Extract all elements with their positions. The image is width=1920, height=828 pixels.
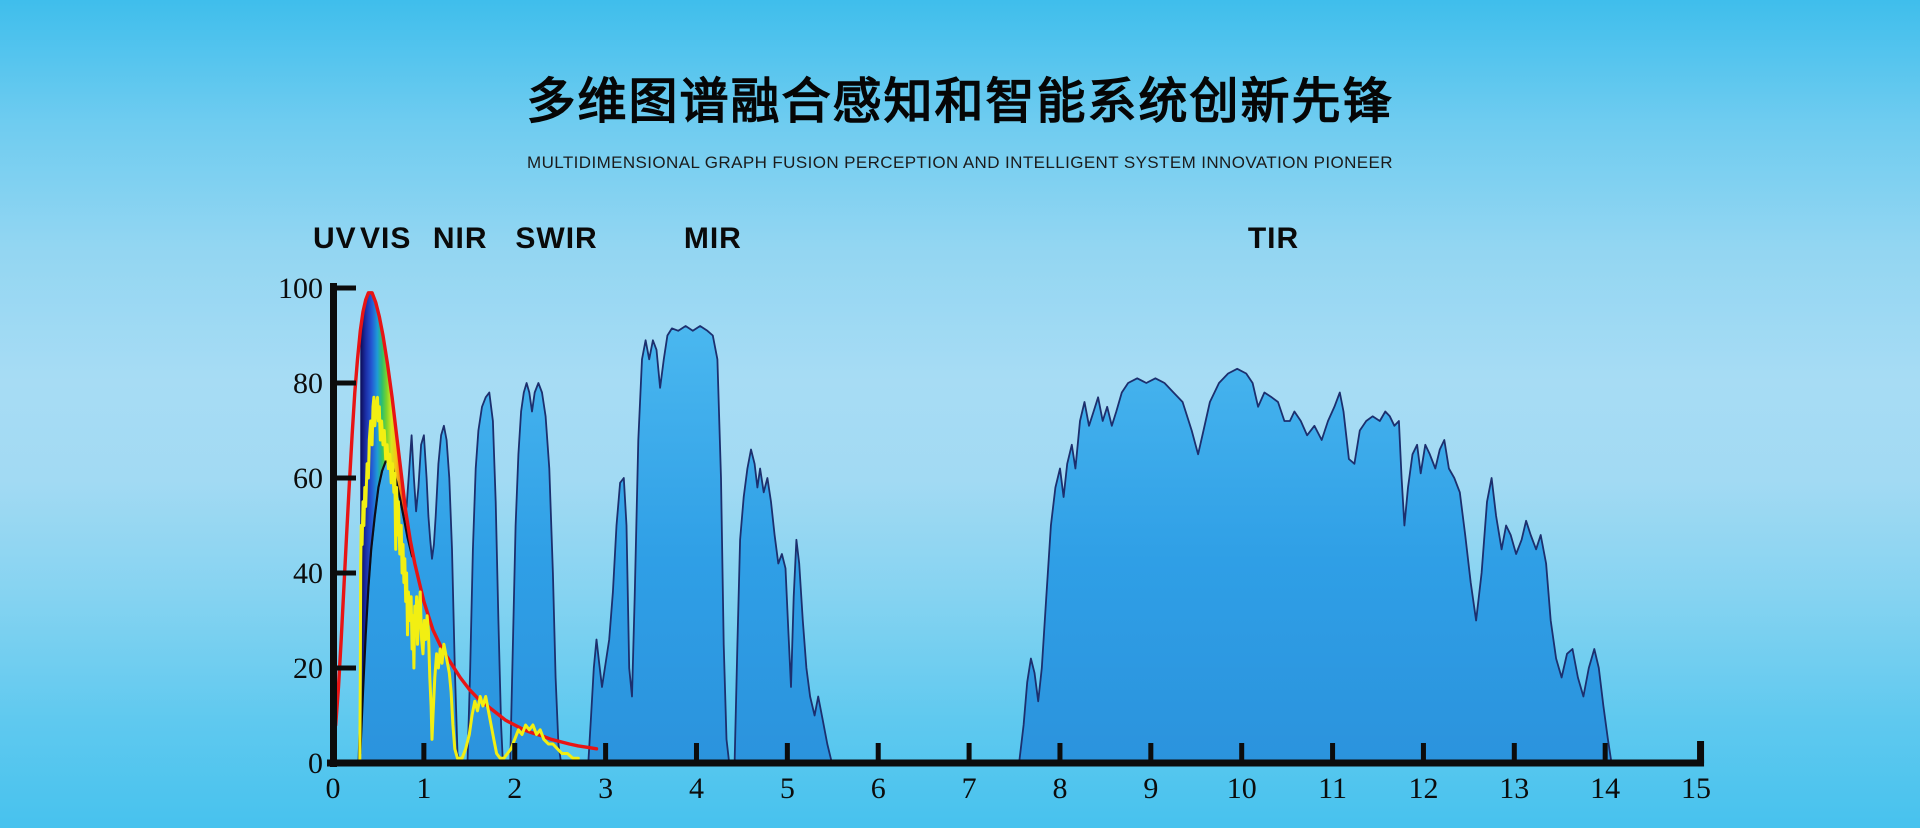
- y-tick-label: 0: [308, 747, 323, 780]
- y-tick: [336, 665, 356, 671]
- band-label-nir: NIR: [432, 222, 488, 255]
- page-title: 多维图谱融合感知和智能系统创新先锋: [526, 75, 1394, 129]
- x-tick: [1511, 743, 1517, 760]
- x-tick-label: 1: [416, 772, 431, 805]
- x-tick-label: 0: [326, 772, 341, 805]
- x-tick: [1057, 743, 1063, 760]
- solar-blackbody-curve: [334, 291, 599, 751]
- x-tick-label: 6: [871, 772, 886, 805]
- y-tick-label: 20: [293, 652, 323, 685]
- y-tick: [336, 380, 356, 386]
- band-label-uv: UV: [312, 222, 357, 255]
- atmospheric-transmission-area: [357, 325, 1697, 764]
- x-tick: [1602, 743, 1608, 760]
- x-tick-label: 2: [507, 772, 522, 805]
- x-tick-label: 7: [962, 772, 977, 805]
- x-tick: [1239, 743, 1245, 760]
- x-tick-label: 13: [1499, 772, 1529, 805]
- band-label-vis: VIS: [360, 222, 412, 255]
- x-tick-label: 9: [1143, 772, 1158, 805]
- surface-solar-irradiance-curve: [358, 395, 580, 765]
- x-tick-label: 12: [1408, 772, 1438, 805]
- x-tick-label: 11: [1318, 772, 1347, 805]
- visible-peak-lower-arc-line: [359, 460, 414, 755]
- x-tick: [421, 743, 427, 760]
- y-tick: [336, 570, 356, 576]
- x-tick-label: 4: [689, 772, 704, 805]
- x-tick: [512, 743, 518, 760]
- y-tick-label: 80: [293, 367, 323, 400]
- y-axis-line: [330, 283, 337, 767]
- x-axis-end-cap: [1697, 741, 1705, 763]
- x-tick: [603, 743, 609, 760]
- x-tick: [875, 743, 881, 760]
- y-tick-label: 60: [293, 462, 323, 495]
- x-tick: [1148, 743, 1154, 760]
- x-tick-label: 3: [598, 772, 613, 805]
- page-subtitle: MULTIDIMENSIONAL GRAPH FUSION PERCEPTION…: [527, 153, 1393, 172]
- band-label-tir: TIR: [1247, 222, 1300, 255]
- x-tick: [784, 743, 790, 760]
- y-tick-label: 40: [293, 557, 323, 590]
- x-tick: [693, 743, 699, 760]
- y-tick: [336, 475, 356, 481]
- band-label-mir: MIR: [683, 222, 742, 255]
- y-tick-label: 100: [278, 272, 323, 305]
- band-label-swir: SWIR: [515, 222, 598, 255]
- x-tick: [1420, 743, 1426, 760]
- y-tick: [336, 285, 356, 291]
- x-tick-label: 15: [1681, 772, 1711, 805]
- x-axis-line: [327, 759, 1705, 767]
- x-tick-label: 14: [1590, 772, 1620, 805]
- x-tick-label: 8: [1052, 772, 1067, 805]
- x-tick: [966, 743, 972, 760]
- x-tick-label: 5: [780, 772, 795, 805]
- x-tick-label: 10: [1227, 772, 1257, 805]
- x-tick: [1330, 743, 1336, 760]
